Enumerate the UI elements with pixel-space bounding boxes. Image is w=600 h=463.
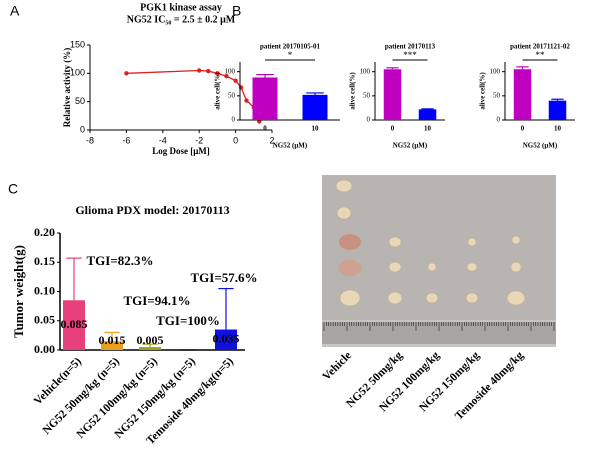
bar <box>513 69 532 120</box>
photo-label: Vehicle <box>321 350 354 383</box>
x-tick-label: -2 <box>195 135 203 145</box>
x-tick-label: -4 <box>159 135 167 145</box>
panel-label: A <box>10 3 20 19</box>
bar <box>548 100 567 120</box>
y-tick-label: 0.10 <box>34 283 55 297</box>
annotation: TGI=94.1% <box>124 293 191 308</box>
y-tick-label: 0 <box>497 116 501 124</box>
y-axis-label: Tumor weight(g) <box>11 245 26 338</box>
x-tick-label: 0 <box>521 125 525 133</box>
y-tick-label: 0 <box>367 116 371 124</box>
y-tick-label: 50 <box>75 96 85 106</box>
chart-title: Glioma PDX model: 20170113 <box>75 203 229 217</box>
x-axis-label: Log Dose [μM] <box>152 146 210 156</box>
annotation: TGI=82.3% <box>87 253 154 268</box>
y-tick-label: 0.20 <box>34 225 55 239</box>
bar <box>383 69 402 120</box>
point <box>197 68 202 73</box>
x-axis-label: NG52 (μM) <box>273 142 308 150</box>
data-label: 0.035 <box>213 332 240 346</box>
y-tick-label: 50 <box>493 91 501 99</box>
bar <box>63 300 85 350</box>
y-tick-label: 0 <box>232 116 236 124</box>
bar <box>418 109 437 120</box>
x-tick-label: 2 <box>269 135 274 145</box>
x-axis-label: NG52 (μM) <box>393 142 428 150</box>
y-tick-label: 50 <box>363 91 371 99</box>
panel-label: B <box>232 3 241 19</box>
point <box>215 71 220 76</box>
annotation: TGI=57.6% <box>191 270 258 285</box>
point <box>124 71 129 76</box>
y-tick-label: 100 <box>225 67 236 75</box>
y-tick-label: 0.15 <box>34 254 55 268</box>
fit-line <box>126 69 260 122</box>
chart-title: PGK1 kinase assay <box>140 2 222 13</box>
x-tick-label: 0 <box>263 125 267 133</box>
significance: * <box>288 50 293 60</box>
y-axis-label: alive cell(%) <box>479 72 487 110</box>
y-tick-label: 0.05 <box>34 313 55 327</box>
chart-subtitle: NG52 IC₅₀ = 2.5 ± 0.2 μM <box>127 14 236 25</box>
y-tick-label: 0 <box>80 124 85 134</box>
y-tick-label: 100 <box>490 67 501 75</box>
x-tick-label: 10 <box>312 125 320 133</box>
bar <box>215 329 237 350</box>
bar <box>101 341 123 350</box>
point <box>244 98 249 103</box>
y-tick-label: 0.00 <box>34 342 55 356</box>
significance: *** <box>403 50 417 60</box>
x-tick-label: 10 <box>554 125 562 133</box>
bar <box>252 77 278 120</box>
annotation: TGI=100% <box>156 313 220 328</box>
bar <box>139 347 161 350</box>
data-label: 0.085 <box>61 317 88 331</box>
significance: ** <box>536 50 546 60</box>
point <box>206 68 211 74</box>
x-tick-label: 0 <box>391 125 395 133</box>
y-tick-label: 100 <box>70 68 85 78</box>
y-tick-label: 50 <box>228 91 236 99</box>
point <box>224 73 229 79</box>
data-label: 0.005 <box>137 333 164 347</box>
chart-title: patient 20170113 <box>385 43 436 51</box>
y-axis-label: alive cell(%) <box>214 72 222 110</box>
point <box>233 78 238 83</box>
chart-title: patient 20171121-02 <box>510 43 570 51</box>
bar <box>302 94 328 120</box>
x-tick-label: -8 <box>86 135 94 145</box>
x-tick-label: -6 <box>122 135 130 145</box>
y-tick-label: 150 <box>70 39 85 49</box>
x-tick-label: 0 <box>233 135 238 145</box>
x-axis-label: NG52 (μM) <box>523 142 558 150</box>
tumor-photo <box>322 175 556 347</box>
y-tick-label: 100 <box>360 67 371 75</box>
y-axis-label: Relative activity (%) <box>62 48 72 127</box>
data-label: 0.015 <box>99 333 126 347</box>
panel-label: C <box>8 181 18 197</box>
y-axis-label: alive cell(%) <box>349 72 357 110</box>
chart-title: patient 20170105-01 <box>260 43 321 51</box>
x-tick-label: 10 <box>424 125 432 133</box>
